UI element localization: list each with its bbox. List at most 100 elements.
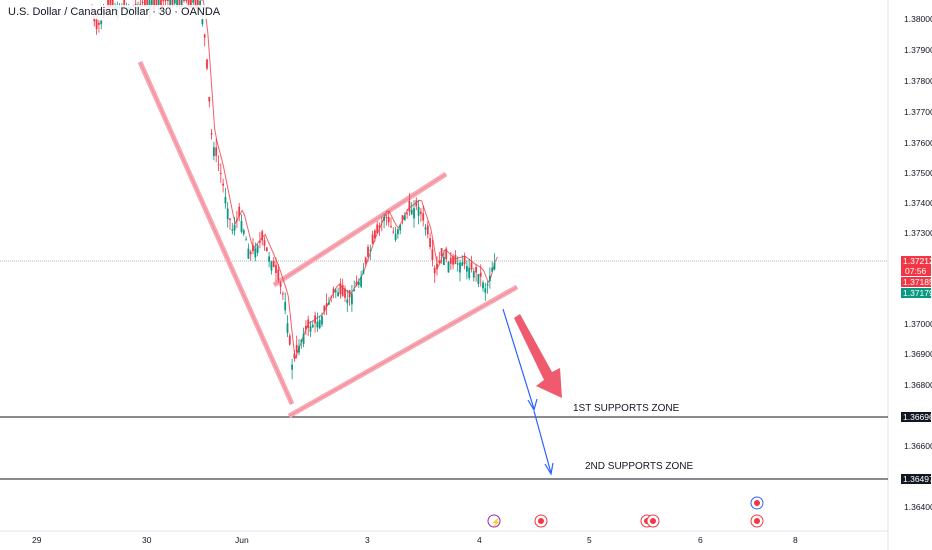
candle-body [268, 256, 270, 262]
y-tick-label: 1.37600 [904, 138, 932, 148]
candle-body [300, 339, 303, 342]
candle-body [408, 200, 411, 212]
candle-body [323, 305, 326, 312]
candle-body [256, 245, 259, 253]
candle-body [321, 316, 323, 325]
candle-body [307, 319, 310, 328]
candle-body [360, 276, 362, 287]
candle-body [337, 292, 339, 296]
candle-body [233, 225, 236, 231]
flag-event-dot [650, 518, 656, 524]
zone-label-2: 2ND SUPPORTS ZONE [585, 461, 693, 472]
candle-body [187, 0, 190, 6]
candle-body [472, 271, 475, 278]
candle-body [249, 251, 252, 255]
x-tick-label: Jun [235, 535, 249, 545]
candle-body [185, 0, 188, 1]
time-axis[interactable]: 29 30 Jun 3 4 5 6 8 [32, 535, 798, 545]
y-tick-label: 1.37500 [904, 168, 932, 178]
candle-body [178, 0, 181, 10]
candle-body [229, 218, 231, 220]
candle-body [247, 248, 250, 259]
candle-body [141, 1, 144, 3]
candle-body [479, 272, 482, 277]
candle-body [403, 215, 406, 221]
candle-body [192, 0, 195, 3]
candle-body [284, 301, 287, 311]
candle-body [424, 227, 427, 230]
y-tick-label: 1.36900 [904, 349, 932, 359]
candle-body [210, 132, 213, 135]
candle-body [415, 200, 418, 207]
candle-body [461, 262, 464, 266]
candle-body [328, 302, 330, 305]
candle-body [295, 344, 298, 353]
candle-body [109, 0, 112, 9]
price-tag-bg [901, 288, 931, 298]
candle-body [413, 208, 415, 219]
candle-body [144, 0, 146, 6]
candle-body [341, 285, 344, 296]
candle-body [353, 289, 356, 292]
candle-body [316, 321, 319, 328]
candle-body [482, 282, 484, 289]
candle-body [362, 270, 365, 275]
candle-body [123, 0, 126, 10]
price-tag-last: 1.37212 [903, 256, 932, 266]
candle-body [468, 267, 471, 279]
candle-body [309, 326, 312, 332]
candle-body [387, 217, 390, 223]
candle-body [426, 225, 429, 235]
candle-body [171, 0, 174, 8]
price-tag-bg [901, 256, 931, 266]
x-tick-label: 3 [365, 535, 370, 545]
y-tick-label: 1.36600 [904, 441, 932, 451]
candle-body [380, 221, 383, 223]
candle-body [183, 0, 185, 1]
x-tick-label: 5 [587, 535, 592, 545]
price-tag-bid: 1.37179 [903, 288, 932, 298]
candle-body [293, 353, 296, 359]
y-tick-label: 1.37000 [904, 319, 932, 329]
candle-body [406, 213, 408, 215]
y-tick-label: 1.38000 [904, 14, 932, 24]
channel-upper-core [273, 173, 447, 286]
candle-body [217, 164, 220, 166]
candle-body [298, 346, 300, 353]
y-tick-label: 1.37300 [904, 228, 932, 238]
candle-body [383, 217, 385, 221]
price-tag-bg [901, 266, 931, 276]
candle-body [357, 282, 360, 285]
candle-body [484, 288, 487, 293]
candle-body [194, 0, 197, 9]
projection-path[interactable] [502, 308, 554, 476]
candle-body [334, 290, 337, 293]
bearish-arrow-shape [514, 314, 562, 398]
candle-body [339, 283, 342, 295]
flag-event-dot [538, 518, 544, 524]
price-axis[interactable]: 1.38000 1.37900 1.37800 1.37700 1.37600 … [904, 14, 932, 512]
economic-events[interactable]: ⚡ [487, 496, 764, 528]
x-tick-label: 30 [142, 535, 152, 545]
candle-body [134, 3, 137, 6]
candle-body [263, 240, 266, 246]
lightning-event-icon[interactable] [487, 514, 501, 528]
candle-body [270, 261, 273, 271]
candle-body [422, 213, 425, 221]
candle-body [493, 263, 496, 270]
candle-body [146, 0, 149, 6]
candle-body [275, 264, 277, 273]
x-tick-label: 4 [477, 535, 482, 545]
candle-body [431, 249, 434, 261]
candle-body [401, 215, 404, 220]
candle-body [429, 237, 431, 247]
candle-body [208, 97, 211, 102]
candle-body [417, 206, 420, 216]
candle-body [443, 256, 445, 266]
candle-body [311, 324, 314, 328]
drawings[interactable] [137, 60, 519, 419]
bearish-arrow[interactable] [514, 314, 562, 398]
candle-body [376, 224, 379, 233]
candle-body [219, 173, 222, 175]
